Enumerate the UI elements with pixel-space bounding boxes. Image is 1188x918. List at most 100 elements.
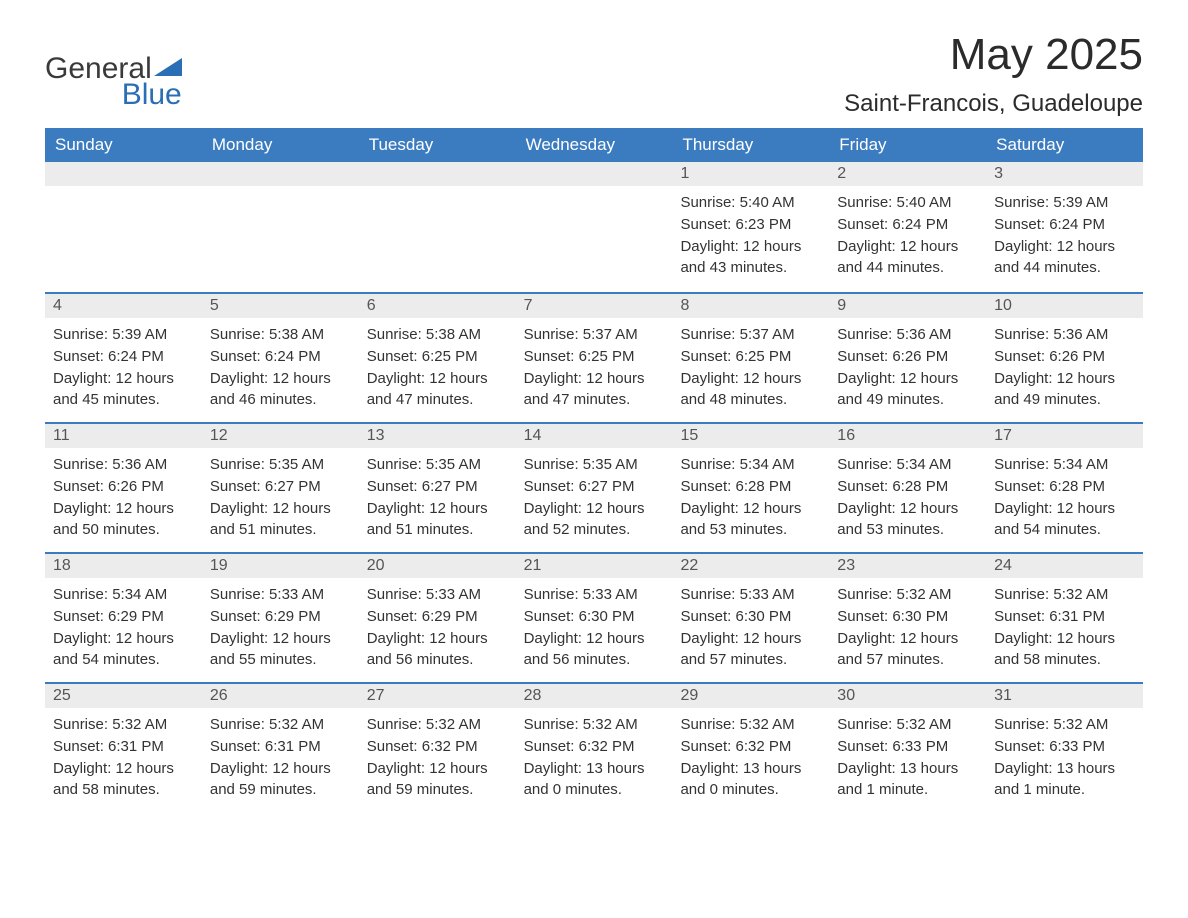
sunrise-text: Sunrise: 5:38 AM — [367, 324, 508, 346]
day-content: Sunrise: 5:37 AMSunset: 6:25 PMDaylight:… — [672, 318, 829, 421]
day-number: 30 — [829, 684, 986, 708]
day-content: Sunrise: 5:33 AMSunset: 6:30 PMDaylight:… — [672, 578, 829, 681]
day-number: 7 — [516, 294, 673, 318]
day-content: Sunrise: 5:33 AMSunset: 6:30 PMDaylight:… — [516, 578, 673, 681]
day-content: Sunrise: 5:34 AMSunset: 6:28 PMDaylight:… — [672, 448, 829, 551]
sunset-text: Sunset: 6:24 PM — [53, 346, 194, 368]
day-number — [202, 162, 359, 186]
sunset-text: Sunset: 6:29 PM — [53, 606, 194, 628]
day-cell: 29Sunrise: 5:32 AMSunset: 6:32 PMDayligh… — [672, 684, 829, 812]
day-cell: 2Sunrise: 5:40 AMSunset: 6:24 PMDaylight… — [829, 162, 986, 292]
sunset-text: Sunset: 6:32 PM — [680, 736, 821, 758]
daylight-text: Daylight: 12 hours and 47 minutes. — [367, 368, 508, 412]
sunset-text: Sunset: 6:24 PM — [994, 214, 1135, 236]
day-content: Sunrise: 5:32 AMSunset: 6:32 PMDaylight:… — [672, 708, 829, 811]
day-content: Sunrise: 5:35 AMSunset: 6:27 PMDaylight:… — [516, 448, 673, 551]
daylight-text: Daylight: 12 hours and 52 minutes. — [524, 498, 665, 542]
day-content: Sunrise: 5:33 AMSunset: 6:29 PMDaylight:… — [359, 578, 516, 681]
sunrise-text: Sunrise: 5:39 AM — [53, 324, 194, 346]
sunrise-text: Sunrise: 5:36 AM — [53, 454, 194, 476]
sunset-text: Sunset: 6:31 PM — [994, 606, 1135, 628]
sunset-text: Sunset: 6:30 PM — [680, 606, 821, 628]
sunset-text: Sunset: 6:25 PM — [680, 346, 821, 368]
day-number: 26 — [202, 684, 359, 708]
day-number: 13 — [359, 424, 516, 448]
daylight-text: Daylight: 12 hours and 50 minutes. — [53, 498, 194, 542]
daylight-text: Daylight: 13 hours and 0 minutes. — [524, 758, 665, 802]
day-content: Sunrise: 5:40 AMSunset: 6:24 PMDaylight:… — [829, 186, 986, 289]
sunset-text: Sunset: 6:30 PM — [837, 606, 978, 628]
sunset-text: Sunset: 6:26 PM — [837, 346, 978, 368]
day-cell: 19Sunrise: 5:33 AMSunset: 6:29 PMDayligh… — [202, 554, 359, 682]
day-number: 25 — [45, 684, 202, 708]
day-number: 3 — [986, 162, 1143, 186]
day-cell: 23Sunrise: 5:32 AMSunset: 6:30 PMDayligh… — [829, 554, 986, 682]
day-cell: 4Sunrise: 5:39 AMSunset: 6:24 PMDaylight… — [45, 294, 202, 422]
day-content: Sunrise: 5:34 AMSunset: 6:29 PMDaylight:… — [45, 578, 202, 681]
day-number: 8 — [672, 294, 829, 318]
day-cell: 30Sunrise: 5:32 AMSunset: 6:33 PMDayligh… — [829, 684, 986, 812]
sunrise-text: Sunrise: 5:32 AM — [837, 714, 978, 736]
day-content: Sunrise: 5:32 AMSunset: 6:30 PMDaylight:… — [829, 578, 986, 681]
day-number: 31 — [986, 684, 1143, 708]
day-cell: 31Sunrise: 5:32 AMSunset: 6:33 PMDayligh… — [986, 684, 1143, 812]
sunset-text: Sunset: 6:24 PM — [210, 346, 351, 368]
daylight-text: Daylight: 12 hours and 57 minutes. — [680, 628, 821, 672]
sunrise-text: Sunrise: 5:37 AM — [524, 324, 665, 346]
sunrise-text: Sunrise: 5:40 AM — [837, 192, 978, 214]
daylight-text: Daylight: 12 hours and 44 minutes. — [994, 236, 1135, 280]
sunrise-text: Sunrise: 5:35 AM — [367, 454, 508, 476]
weekday-monday: Monday — [202, 128, 359, 162]
week-row: 4Sunrise: 5:39 AMSunset: 6:24 PMDaylight… — [45, 292, 1143, 422]
day-cell: 7Sunrise: 5:37 AMSunset: 6:25 PMDaylight… — [516, 294, 673, 422]
week-row: 11Sunrise: 5:36 AMSunset: 6:26 PMDayligh… — [45, 422, 1143, 552]
day-number: 29 — [672, 684, 829, 708]
day-number: 12 — [202, 424, 359, 448]
weekday-header-row: Sunday Monday Tuesday Wednesday Thursday… — [45, 128, 1143, 162]
day-content: Sunrise: 5:32 AMSunset: 6:32 PMDaylight:… — [516, 708, 673, 811]
sunset-text: Sunset: 6:23 PM — [680, 214, 821, 236]
day-cell: 5Sunrise: 5:38 AMSunset: 6:24 PMDaylight… — [202, 294, 359, 422]
page-header: General Blue May 2025 Saint-Francois, Gu… — [45, 30, 1143, 118]
sunrise-text: Sunrise: 5:33 AM — [524, 584, 665, 606]
day-number: 11 — [45, 424, 202, 448]
daylight-text: Daylight: 12 hours and 53 minutes. — [680, 498, 821, 542]
day-number: 10 — [986, 294, 1143, 318]
week-row: 25Sunrise: 5:32 AMSunset: 6:31 PMDayligh… — [45, 682, 1143, 812]
day-content: Sunrise: 5:32 AMSunset: 6:33 PMDaylight:… — [829, 708, 986, 811]
daylight-text: Daylight: 12 hours and 51 minutes. — [367, 498, 508, 542]
sunrise-text: Sunrise: 5:32 AM — [994, 584, 1135, 606]
calendar: Sunday Monday Tuesday Wednesday Thursday… — [45, 128, 1143, 812]
sunrise-text: Sunrise: 5:37 AM — [680, 324, 821, 346]
day-cell: 25Sunrise: 5:32 AMSunset: 6:31 PMDayligh… — [45, 684, 202, 812]
day-cell: 18Sunrise: 5:34 AMSunset: 6:29 PMDayligh… — [45, 554, 202, 682]
day-number: 2 — [829, 162, 986, 186]
sunset-text: Sunset: 6:25 PM — [367, 346, 508, 368]
logo: General Blue — [45, 30, 182, 110]
day-cell: 26Sunrise: 5:32 AMSunset: 6:31 PMDayligh… — [202, 684, 359, 812]
day-content: Sunrise: 5:32 AMSunset: 6:31 PMDaylight:… — [202, 708, 359, 811]
day-number: 6 — [359, 294, 516, 318]
daylight-text: Daylight: 12 hours and 54 minutes. — [53, 628, 194, 672]
day-cell: 10Sunrise: 5:36 AMSunset: 6:26 PMDayligh… — [986, 294, 1143, 422]
day-number: 18 — [45, 554, 202, 578]
day-content: Sunrise: 5:35 AMSunset: 6:27 PMDaylight:… — [359, 448, 516, 551]
day-content: Sunrise: 5:32 AMSunset: 6:31 PMDaylight:… — [986, 578, 1143, 681]
day-content: Sunrise: 5:40 AMSunset: 6:23 PMDaylight:… — [672, 186, 829, 289]
sunset-text: Sunset: 6:32 PM — [524, 736, 665, 758]
day-number: 23 — [829, 554, 986, 578]
daylight-text: Daylight: 12 hours and 55 minutes. — [210, 628, 351, 672]
sunrise-text: Sunrise: 5:32 AM — [53, 714, 194, 736]
sunrise-text: Sunrise: 5:35 AM — [210, 454, 351, 476]
daylight-text: Daylight: 12 hours and 46 minutes. — [210, 368, 351, 412]
day-cell — [45, 162, 202, 292]
day-content: Sunrise: 5:36 AMSunset: 6:26 PMDaylight:… — [986, 318, 1143, 421]
day-cell: 6 Sunrise: 5:38 AMSunset: 6:25 PMDaylight… — [359, 294, 516, 422]
day-number — [516, 162, 673, 186]
daylight-text: Daylight: 12 hours and 53 minutes. — [837, 498, 978, 542]
sunrise-text: Sunrise: 5:36 AM — [994, 324, 1135, 346]
day-number: 15 — [672, 424, 829, 448]
sunset-text: Sunset: 6:27 PM — [210, 476, 351, 498]
day-cell: 20Sunrise: 5:33 AMSunset: 6:29 PMDayligh… — [359, 554, 516, 682]
daylight-text: Daylight: 12 hours and 59 minutes. — [210, 758, 351, 802]
